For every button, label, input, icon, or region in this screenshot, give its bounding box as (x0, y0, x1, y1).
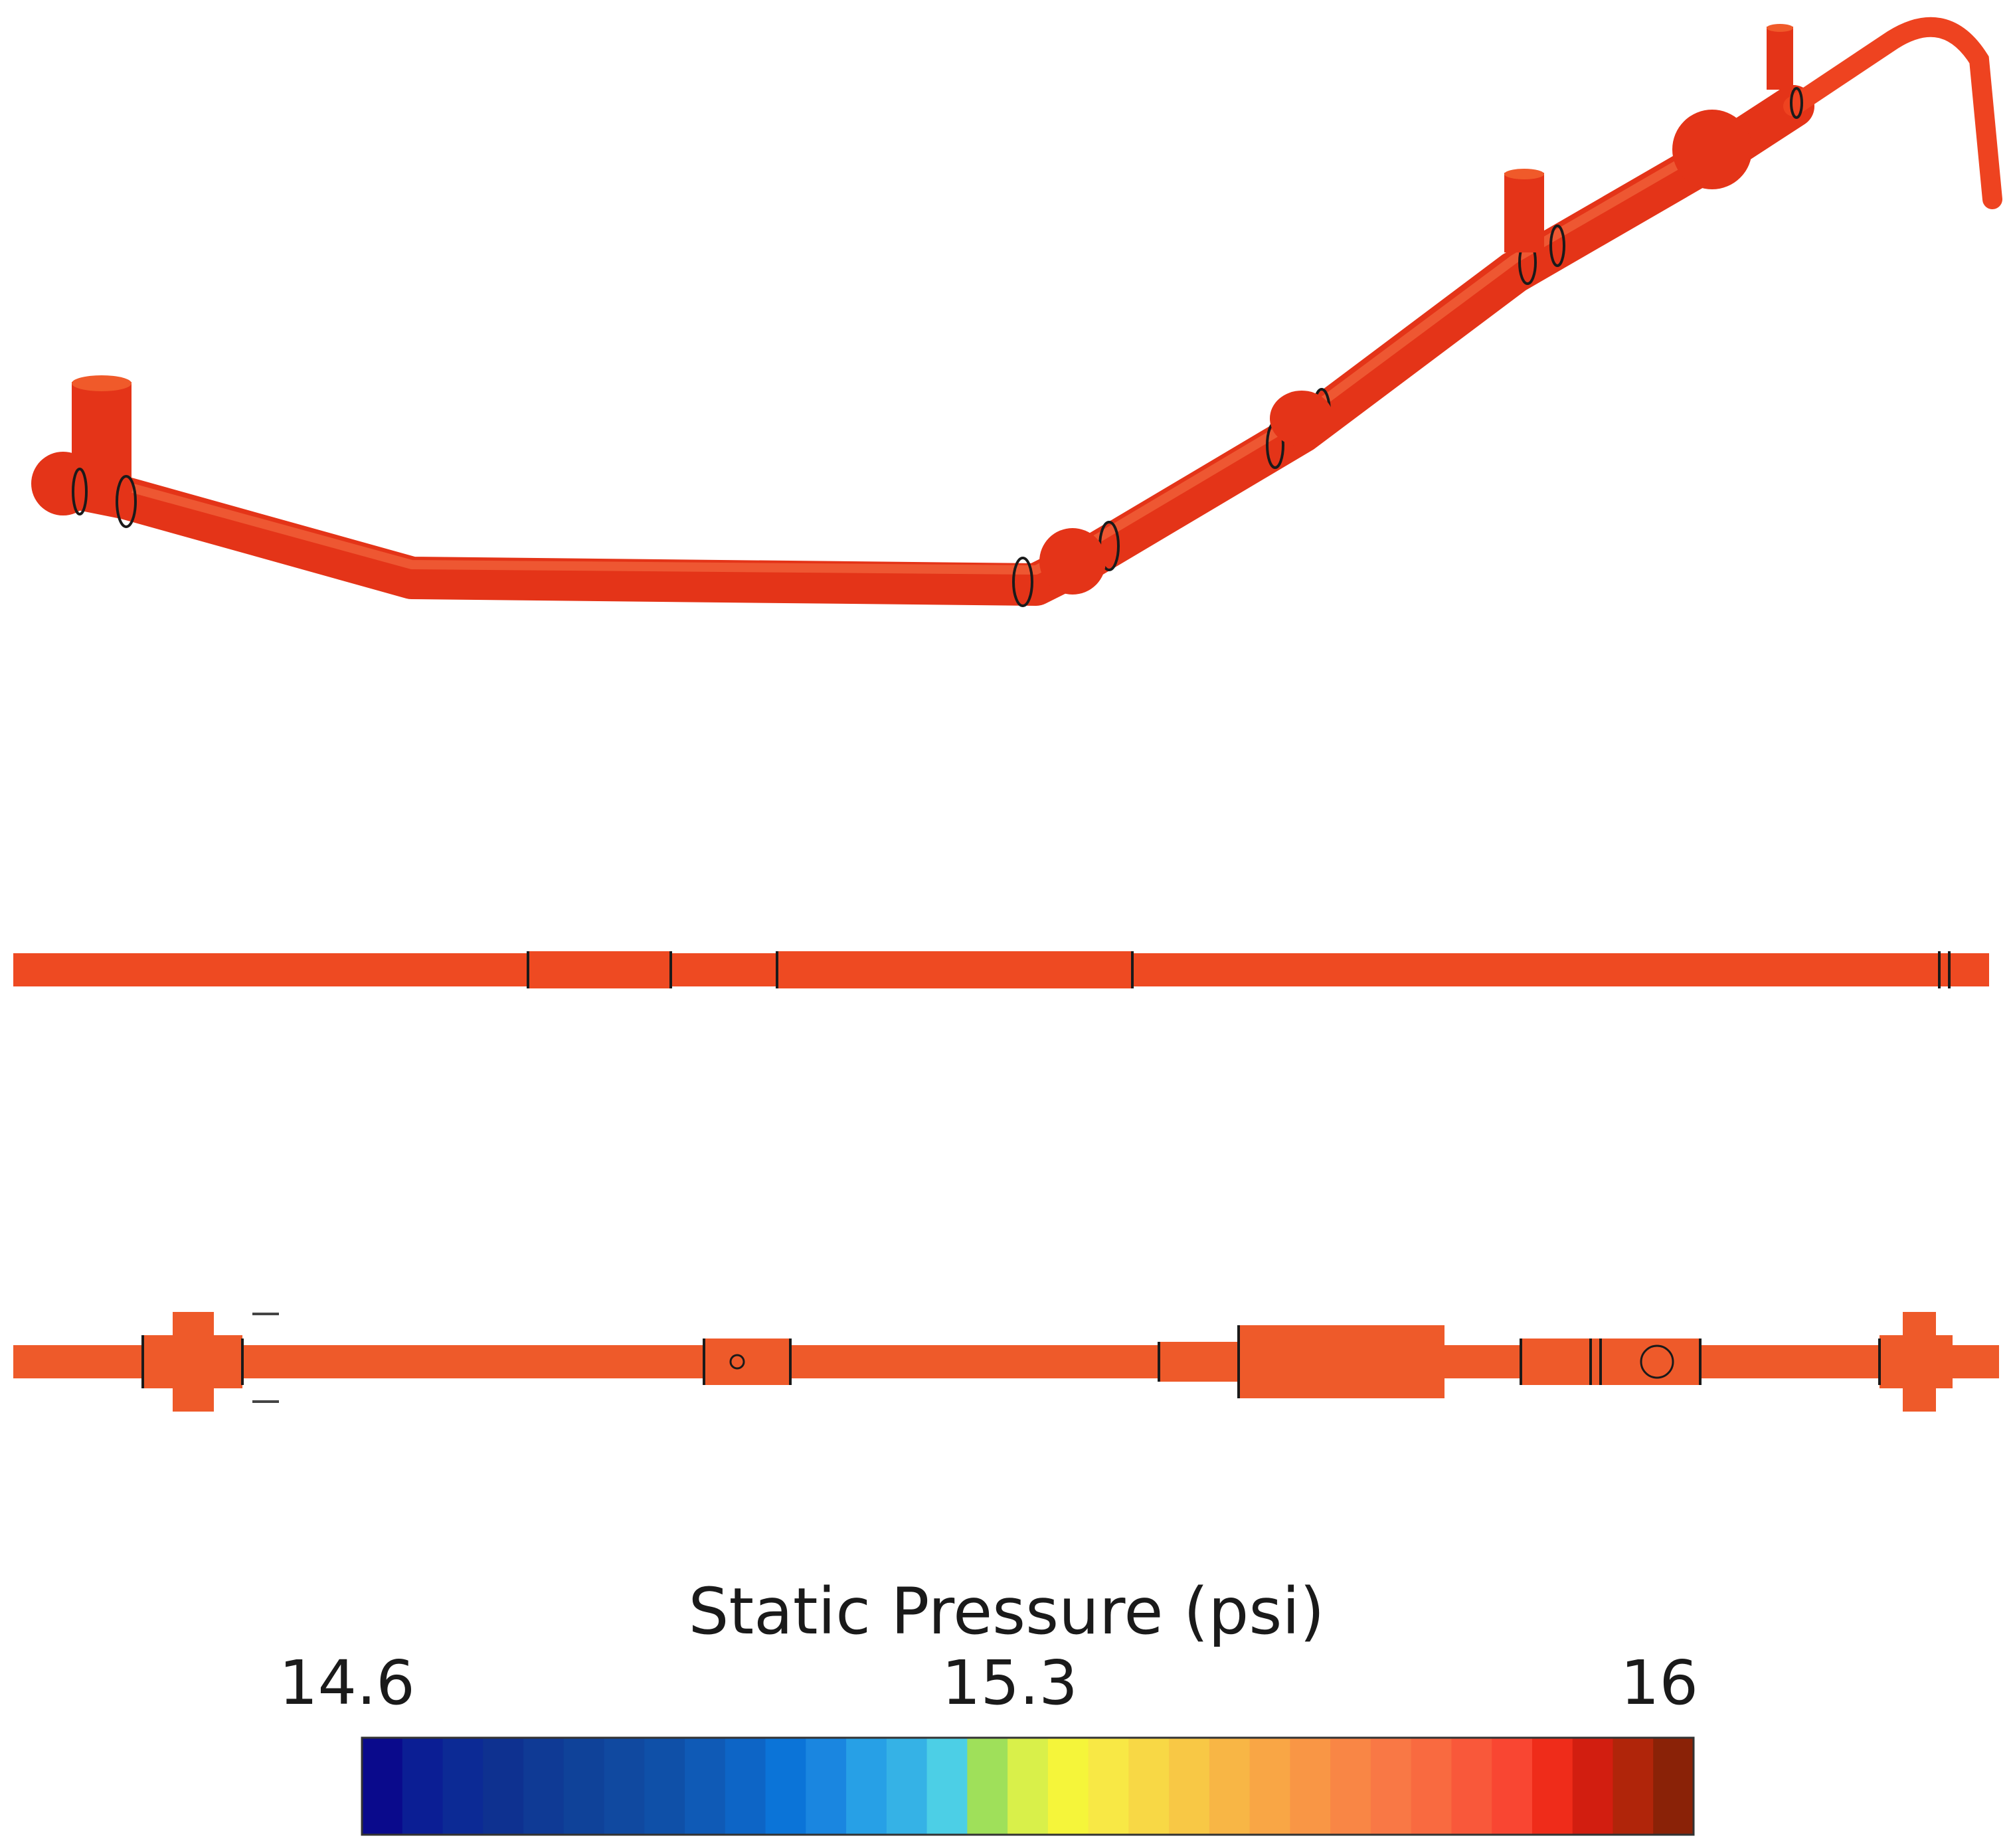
colorbar-swatch (362, 1738, 403, 1835)
colorbar-swatch (1532, 1738, 1573, 1835)
colorbar-swatch (1370, 1738, 1412, 1835)
colorbar-swatch (1572, 1738, 1614, 1835)
colorbar-swatch (1451, 1738, 1493, 1835)
inline-coupling (1270, 391, 1334, 446)
riser-left-top (72, 375, 131, 391)
colorbar-swatch (402, 1738, 444, 1835)
section-side-a (528, 951, 671, 988)
colorbar-swatch (644, 1738, 685, 1835)
colorbar-swatch (1249, 1738, 1291, 1835)
colorbar-swatch (765, 1738, 807, 1835)
legend-tick-mid: 15.3 (942, 1647, 1078, 1718)
colorbar-swatch (685, 1738, 726, 1835)
colorbar-swatch (806, 1738, 847, 1835)
colorbar-swatch (1613, 1738, 1654, 1835)
colorbar-swatch (926, 1738, 968, 1835)
riser-mid-top (1504, 169, 1544, 179)
colorbar-swatch (1128, 1738, 1170, 1835)
colorbar-swatch (1290, 1738, 1331, 1835)
colorbar-swatch (1007, 1738, 1049, 1835)
colorbar-swatch (967, 1738, 1008, 1835)
fitting-mid-hole (729, 1354, 745, 1370)
vessel-body (1239, 1325, 1444, 1398)
colorbar-swatch (1411, 1738, 1452, 1835)
isometric-view (31, 17, 2002, 607)
valve-ball (1672, 110, 1752, 189)
fitting-mid (704, 1339, 790, 1385)
dash-marks (252, 1313, 279, 1403)
legend-tick-min: 14.6 (279, 1647, 415, 1718)
colorbar-swatch (442, 1738, 484, 1835)
colorbar-swatch (1330, 1738, 1371, 1835)
joint-rings (72, 87, 1803, 607)
colorbar-swatch (604, 1738, 646, 1835)
colorbar-swatch (846, 1738, 887, 1835)
pressure-colorbar (362, 1738, 1694, 1835)
side-joints (527, 951, 1951, 988)
valve-cluster-ball (1640, 1344, 1674, 1379)
valve-cluster (1521, 1339, 1700, 1385)
side-view (13, 951, 1989, 988)
colorbar-swatch (1169, 1738, 1210, 1835)
reducer-top (1159, 1342, 1239, 1382)
legend-tick-max: 16 (1620, 1647, 1699, 1718)
riser-right-top (1767, 24, 1793, 32)
colorbar-swatch (886, 1738, 928, 1835)
colorbar-swatch (1047, 1738, 1089, 1835)
colorbar-swatch (483, 1738, 524, 1835)
elbow-fitting-bend (1039, 528, 1106, 595)
colorbar-swatch (1209, 1738, 1251, 1835)
riser-right (1767, 27, 1793, 90)
legend-title: Static Pressure (psi) (688, 1574, 1325, 1649)
top-joints (141, 1325, 1881, 1398)
cross-fitting-right-v (1903, 1312, 1936, 1412)
top-view (13, 1312, 1999, 1412)
colorbar-swatch (1492, 1738, 1533, 1835)
cross-fitting-left-v (173, 1312, 214, 1412)
colorbar-swatch (725, 1738, 766, 1835)
reducer-side (671, 953, 777, 986)
colorbar-swatch (1088, 1738, 1130, 1835)
pipe-highlight (131, 132, 1729, 575)
section-side-b (777, 951, 1132, 988)
colorbar-swatch (1653, 1738, 1694, 1835)
pipe-tail (1783, 17, 2002, 209)
riser-left (72, 382, 131, 482)
colorbar-swatch (563, 1738, 605, 1835)
riser-mid (1504, 173, 1544, 252)
colorbar-swatch (523, 1738, 565, 1835)
colorbar-frame (361, 1736, 1695, 1836)
